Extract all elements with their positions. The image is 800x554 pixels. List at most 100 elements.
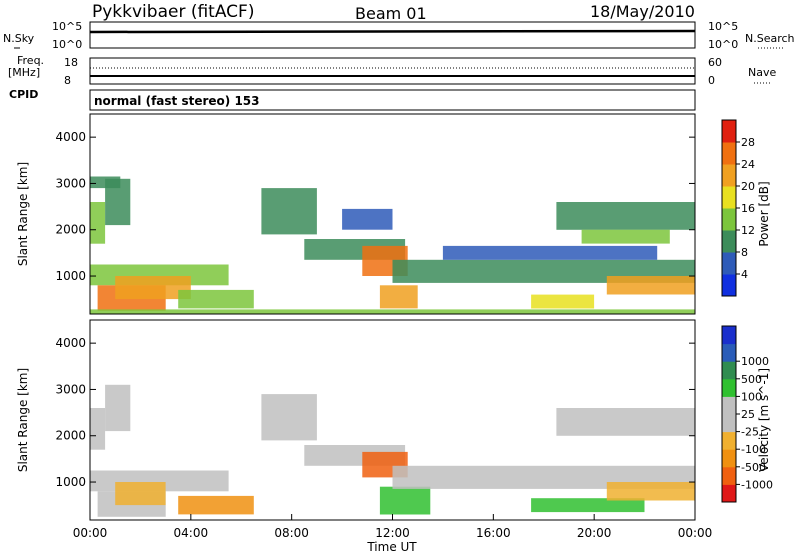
nsky-label: N.Sky xyxy=(3,32,35,45)
vel-patch-1 xyxy=(105,384,131,432)
vel-patch-6 xyxy=(261,394,317,441)
colorbar-segment xyxy=(722,142,736,165)
vel-patch-0 xyxy=(90,408,106,450)
colorbar-tick-label: 24 xyxy=(741,158,755,171)
nsky-panel: N.Sky 10^5 10^0 10^5 10^0 N.Search xyxy=(3,20,795,51)
y-tick-label: 4000 xyxy=(55,130,86,144)
velocity-ylabel: Slant Range [km] xyxy=(16,368,30,472)
cpid-label: CPID xyxy=(9,88,38,101)
nsearch-tick-top: 10^5 xyxy=(708,20,738,33)
velocity-heatmap-cells xyxy=(90,384,695,517)
colorbar-tick-label: 4 xyxy=(741,268,748,281)
freq-tick-top: 18 xyxy=(64,56,78,69)
velocity-y-axis: 1000 2000 3000 4000 xyxy=(55,336,695,489)
power-patch-16 xyxy=(606,276,695,295)
velocity-colorbar: -1000 -500 -100 -25 25 100 500 1000 xyxy=(721,325,773,503)
freq-unit: [MHz] xyxy=(8,66,40,79)
vel-patch-4 xyxy=(115,482,166,506)
colorbar-tick-label: 16 xyxy=(741,202,755,215)
power-heatmap-cells xyxy=(90,176,695,314)
x-tick-label: 00:00 xyxy=(678,526,713,540)
colorbar-segment xyxy=(722,431,736,450)
freq-frame xyxy=(89,57,696,85)
station-title: Pykkvibaer (fitACF) xyxy=(92,2,254,22)
y-tick-label: 4000 xyxy=(55,336,86,350)
colorbar-segment xyxy=(722,164,736,187)
cpid-frame xyxy=(89,89,696,111)
power-patch-7 xyxy=(261,188,317,235)
vel-patch-5 xyxy=(178,495,254,515)
colorbar-segment xyxy=(722,186,736,209)
y-tick-label: 2000 xyxy=(55,429,86,443)
power-patch-14 xyxy=(556,202,695,230)
velocity-panel: 1000 2000 3000 4000 00:00 04:00 08:00 12:00 16:… xyxy=(16,319,773,554)
nsearch-tick-bottom: 10^0 xyxy=(708,38,738,51)
beam-title: Beam 01 xyxy=(355,4,427,23)
colorbar-tick-label: 8 xyxy=(741,246,748,259)
cpid-panel: normal (fast stereo) 153 xyxy=(89,89,696,111)
power-colorbar-label: Power [dB] xyxy=(757,181,771,246)
power-patch-9 xyxy=(342,208,393,230)
y-tick-label: 1000 xyxy=(55,269,86,283)
vel-patch-12 xyxy=(531,498,645,513)
power-ylabel: Slant Range [km] xyxy=(16,162,30,266)
power-colorbar: 4 8 12 16 20 24 28 xyxy=(721,119,755,297)
colorbar-segment xyxy=(722,414,736,433)
power-patch-2 xyxy=(90,176,121,189)
nsky-tick-top: 10^5 xyxy=(52,20,82,33)
colorbar-segment xyxy=(722,449,736,468)
power-y-axis: 1000 2000 3000 4000 xyxy=(55,130,695,283)
power-patch-11 xyxy=(379,285,418,309)
colorbar-segment xyxy=(722,230,736,253)
nave-tick-bottom: 0 xyxy=(708,74,715,87)
power-patch-6 xyxy=(178,289,254,309)
vel-patch-11 xyxy=(556,408,695,436)
nave-tick-top: 60 xyxy=(708,56,722,69)
colorbar-tick-label: 20 xyxy=(741,180,755,193)
cpid-text: normal (fast stereo) 153 xyxy=(94,94,260,108)
x-axis-label: Time UT xyxy=(366,540,417,554)
power-panel: 1000 2000 3000 4000 Slant Range [km] 4 8 12 16… xyxy=(16,113,771,315)
x-tick-label: 04:00 xyxy=(174,526,209,540)
colorbar-tick-label: -100 xyxy=(741,443,766,456)
x-tick-label: 12:00 xyxy=(375,526,410,540)
colorbar-segment xyxy=(722,326,736,345)
colorbar-tick-label: 28 xyxy=(741,136,755,149)
colorbar-tick-label: -25 xyxy=(741,426,759,439)
y-tick-label: 3000 xyxy=(55,176,86,190)
power-patch-17 xyxy=(531,294,595,309)
x-tick-label: 16:00 xyxy=(476,526,511,540)
colorbar-segment xyxy=(722,120,736,143)
nsearch-label: N.Search xyxy=(745,32,795,45)
colorbar-segment xyxy=(722,466,736,485)
colorbar-segment xyxy=(722,343,736,362)
velocity-colorbar-label: Velocity [m s^-1] xyxy=(757,368,771,472)
x-tick-label: 20:00 xyxy=(577,526,612,540)
y-tick-label: 3000 xyxy=(55,382,86,396)
y-tick-label: 2000 xyxy=(55,223,86,237)
colorbar-tick-label: 12 xyxy=(741,224,755,237)
nave-label: Nave xyxy=(748,66,776,79)
freq-panel: Freq. [MHz] CPID 18 8 60 0 Nave xyxy=(8,54,776,101)
nsky-trace xyxy=(89,29,696,34)
x-tick-label: 00:00 xyxy=(73,526,108,540)
power-patch-0 xyxy=(90,202,106,244)
vel-patch-13 xyxy=(606,482,695,501)
colorbar-tick-label: 100 xyxy=(741,390,762,403)
colorbar-tick-label: 500 xyxy=(741,373,762,386)
colorbar-segment xyxy=(722,378,736,397)
date-title: 18/May/2010 xyxy=(590,2,695,21)
colorbar-segment xyxy=(722,484,736,503)
power-patch-18 xyxy=(90,309,695,314)
colorbar-tick-label: -1000 xyxy=(741,478,773,491)
time-x-axis: 00:00 04:00 08:00 12:00 16:00 20:00 00:00 xyxy=(73,514,713,540)
colorbar-segment xyxy=(722,396,736,415)
colorbar-segment xyxy=(722,252,736,275)
x-tick-label: 08:00 xyxy=(274,526,309,540)
nsky-frame xyxy=(89,21,696,49)
colorbar-segment xyxy=(722,274,736,297)
power-frame xyxy=(89,113,696,315)
y-tick-label: 1000 xyxy=(55,475,86,489)
freq-tick-bottom: 8 xyxy=(64,74,71,87)
